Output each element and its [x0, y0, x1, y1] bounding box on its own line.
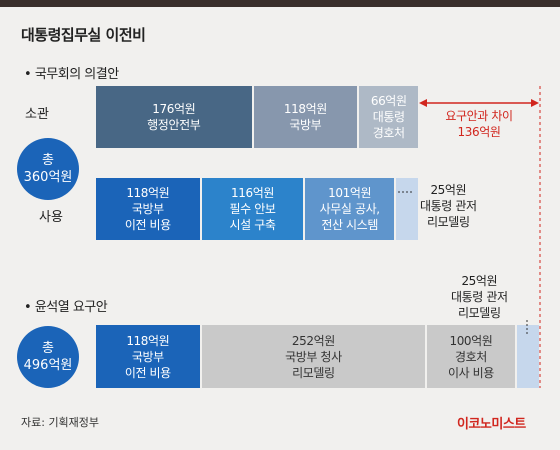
row-label-jurisdiction: 소관 [25, 107, 49, 122]
bar-segment-g1-r0-s2: 100억원 경호처 이사 비용 [427, 325, 515, 388]
row-label-usage: 사용 [39, 210, 63, 225]
bar-segment-label: 118억원 [283, 102, 327, 116]
total-prefix: 총 [42, 341, 54, 356]
bar-segment-label: 252억원 [291, 333, 335, 348]
bar-segment-label: 경호처 [455, 349, 487, 364]
page-title: 대통령집무실 이전비 [21, 26, 146, 44]
bar-segment-label: 118억원 [126, 186, 170, 200]
difference-arrow-right-head [531, 99, 539, 107]
bar-segment-label: 이사 비용 [447, 365, 494, 380]
bar-segment-g1-r0-s3 [516, 325, 540, 388]
group-label-yoon: • 윤석열 요구안 [24, 300, 108, 315]
difference-arrow-left-head [419, 99, 427, 107]
bar-segment-label: 행정안전부 [147, 118, 201, 132]
bar-segment-label: 경호처 [372, 126, 405, 140]
source-note: 자료: 기획재정부 [21, 416, 100, 429]
callout-residence-yoon: 25억원 대통령 관저 리모델링 [451, 274, 508, 320]
bar-segment-label: 116억원 [231, 186, 275, 200]
bar-segment-label: 국방부 [131, 349, 164, 364]
bar-segment-label: 66억원 [370, 94, 407, 108]
bar-segment-label: 국방부 [131, 202, 164, 216]
bar-segment-label: 이전 비용 [124, 365, 171, 380]
bar-segment-label: 전산 시스템 [321, 218, 378, 232]
bar-segment-label: 국방부 [289, 118, 322, 132]
bar-segment-g0-r1-s3 [395, 178, 419, 240]
total-circle-cabinet: 총 360억원 [17, 138, 79, 200]
bar-segment-label: 이전 비용 [124, 218, 171, 232]
bar-segment-label: 176억원 [152, 102, 196, 116]
total-circle-yoon: 총 496억원 [17, 326, 79, 388]
bar-segment-label: 필수 안보 [229, 202, 276, 216]
top-bar [0, 0, 560, 7]
bar-segment-g1-r0-s0: 118억원 국방부 이전 비용 [96, 325, 200, 388]
callout-residence-cabinet: 25억원 대통령 관저 리모델링 [420, 183, 477, 229]
bar-segment-label: 시설 구축 [229, 218, 276, 232]
total-value: 360억원 [23, 170, 73, 185]
total-prefix: 총 [42, 153, 54, 168]
bar-segment-label: 100억원 [449, 333, 493, 348]
bar-segment-label: 101억원 [328, 186, 372, 200]
bar-segment-label: 118억원 [126, 333, 170, 348]
difference-label: 요구안과 차이 136억원 [445, 109, 513, 139]
bar-segment-label: 사무실 공사, [319, 202, 380, 216]
bar-segment-g1-r0-s1: 252억원 국방부 청사 리모델링 [201, 325, 426, 388]
bar-segment-label: 대통령 [372, 110, 405, 124]
brand-logo-text: 이코노미스트 [457, 417, 526, 432]
group-label-cabinet: • 국무회의 의결안 [24, 67, 119, 82]
bar-segment-label: 국방부 청사 [285, 349, 342, 364]
total-value: 496억원 [23, 358, 73, 373]
bar-segment-label: 리모델링 [292, 365, 335, 380]
